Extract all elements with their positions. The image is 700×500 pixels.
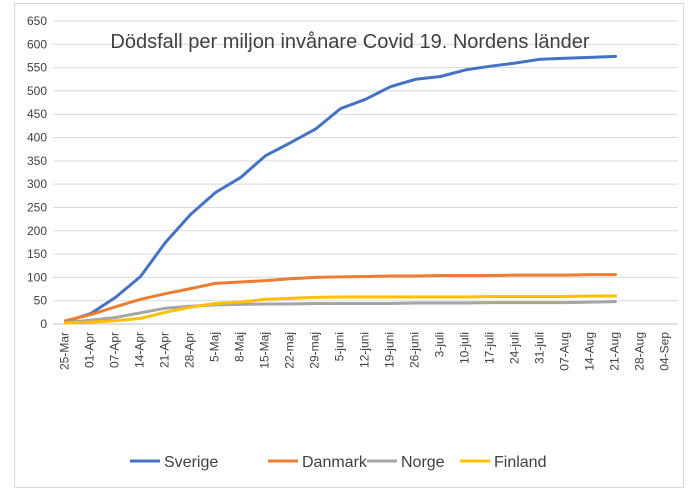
chart-title: Dödsfall per miljon invånare Covid 19. N…	[110, 31, 589, 53]
x-tick-label: 24-juli	[508, 332, 522, 364]
x-tick-label: 25-Mar	[58, 332, 72, 370]
series-line-norge	[64, 300, 617, 325]
x-tick-label: 28-Apr	[183, 332, 197, 368]
legend-item-finland: Finland	[460, 454, 546, 471]
x-tick-label: 5-Maj	[208, 332, 222, 362]
series-lines	[64, 54, 617, 325]
x-tick-label: 3-juli	[433, 332, 447, 357]
legend-item-danmark: Danmark	[268, 454, 368, 471]
x-tick-label: 14-Aug	[583, 332, 597, 371]
x-tick-label: 14-Apr	[133, 332, 147, 368]
legend-label: Finland	[494, 454, 546, 471]
x-tick-label: 5-juni	[333, 332, 347, 361]
series-line-sverige	[64, 54, 617, 324]
legend-label: Norge	[401, 454, 445, 471]
x-tick-label: 21-Aug	[608, 332, 622, 371]
x-tick-label: 12-juni	[358, 332, 372, 368]
series-line-finland	[64, 294, 617, 325]
x-tick-label: 22-maj	[283, 332, 297, 369]
gridlines	[53, 20, 678, 325]
x-tick-label: 19-juni	[383, 332, 397, 368]
y-tick-label: 50	[34, 294, 48, 308]
line-chart: 050100150200250300350400450500550600650 …	[27, 14, 678, 471]
y-tick-label: 150	[27, 247, 47, 261]
y-tick-label: 500	[27, 84, 47, 98]
y-tick-label: 550	[27, 61, 47, 75]
legend: Sverige Danmark Norge Finland	[130, 454, 546, 471]
y-tick-label: 350	[27, 154, 47, 168]
x-tick-label: 31-juli	[533, 332, 547, 364]
y-tick-label: 200	[27, 224, 47, 238]
chart-frame: 0 50 100 150 200 250 300 350 400 450 500 550 600 650 …	[14, 3, 684, 488]
legend-label: Sverige	[164, 454, 218, 471]
x-tick-label: 07-Apr	[108, 332, 122, 368]
legend-item-norge: Norge	[367, 454, 445, 471]
x-axis-ticks: 25-Mar 01-Apr 07-Apr 14-Apr 21-Apr 28-Apr 5-Ma…	[58, 332, 672, 371]
x-tick-label: 15-Maj	[258, 332, 272, 369]
x-tick-label: 26-juni	[408, 332, 422, 368]
x-tick-label: 21-Apr	[158, 332, 172, 368]
legend-item-sverige: Sverige	[130, 454, 218, 471]
x-tick-label: 28-Aug	[633, 332, 647, 371]
y-tick-label: 300	[27, 177, 47, 191]
y-tick-label: 100	[27, 270, 47, 284]
y-tick-label: 400	[27, 131, 47, 145]
legend-label: Danmark	[302, 454, 368, 471]
x-tick-label: 01-Apr	[83, 332, 97, 368]
series-line-danmark	[64, 273, 617, 323]
y-tick-label: 250	[27, 200, 47, 214]
x-tick-label: 29-maj	[308, 332, 322, 369]
x-tick-label: 8-Maj	[233, 332, 247, 362]
x-tick-label: 04-Sep	[658, 332, 672, 371]
y-tick-label: 0	[40, 317, 47, 331]
y-axis-ticks: 0 50 100 150 200 250 300 350 400 450 500 550 600 650	[27, 14, 47, 331]
x-tick-label: 07-Aug	[558, 332, 572, 371]
y-tick-label: 650	[27, 14, 47, 28]
y-tick-label: 600	[27, 37, 47, 51]
x-tick-label: 10-juli	[458, 332, 472, 364]
x-tick-label: 17-juli	[483, 332, 497, 364]
y-tick-label: 450	[27, 107, 47, 121]
